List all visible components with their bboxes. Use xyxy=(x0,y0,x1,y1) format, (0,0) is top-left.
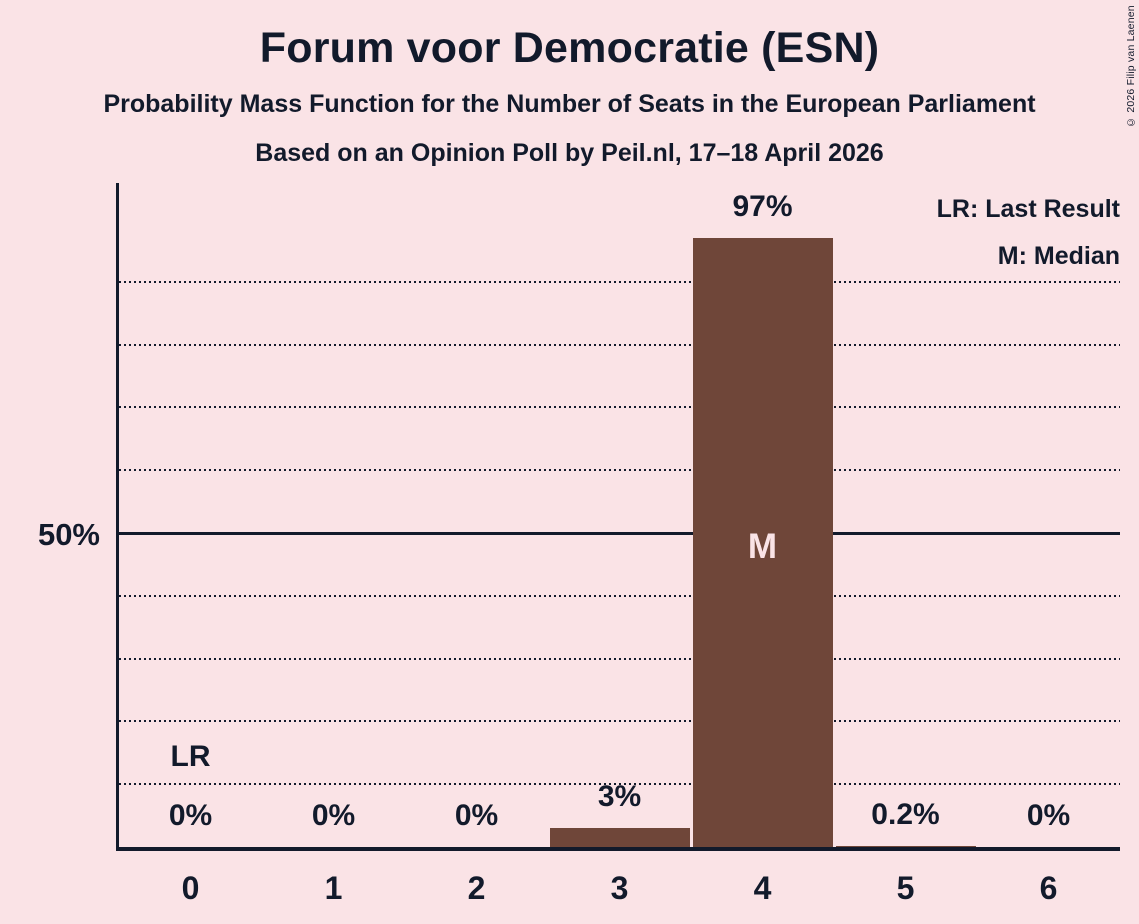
chart-legend: LR: Last Result M: Median xyxy=(720,186,1120,280)
gridline-30pct xyxy=(119,657,1120,660)
bar-value-label-seat-6: 0% xyxy=(1026,799,1071,832)
legend-last-result: LR: Last Result xyxy=(936,195,1120,223)
bar-seat-4 xyxy=(692,237,833,847)
x-axis-tick-2: 2 xyxy=(467,870,486,906)
x-axis-tick-4: 4 xyxy=(753,870,772,906)
bar-value-label-seat-1: 0% xyxy=(311,799,356,832)
x-axis-tick-0: 0 xyxy=(181,870,200,906)
bar-seat-5 xyxy=(835,845,976,847)
gridline-90pct xyxy=(119,280,1120,283)
y-axis-line xyxy=(116,183,119,851)
bar-seat-3 xyxy=(549,828,690,847)
legend-median: M: Median xyxy=(997,242,1120,270)
gridline-60pct xyxy=(119,469,1120,472)
gridline-80pct xyxy=(119,343,1120,346)
x-axis-line xyxy=(116,847,1120,851)
majority-line-50pct xyxy=(119,532,1120,535)
chart-title: Forum voor Democratie (ESN) xyxy=(259,24,880,72)
y-axis-tick-label: 50% xyxy=(37,517,100,552)
median-marker-label: M xyxy=(747,527,778,566)
last-result-marker-label: LR xyxy=(170,740,211,773)
x-axis-tick-3: 3 xyxy=(610,870,629,906)
chart-source-line: Based on an Opinion Poll by Peil.nl, 17–… xyxy=(255,139,884,167)
bar-value-label-seat-0: 0% xyxy=(168,799,213,832)
x-axis-tick-5: 5 xyxy=(896,870,915,906)
x-axis-tick-1: 1 xyxy=(324,870,343,906)
chart-subtitle: Probability Mass Function for the Number… xyxy=(103,90,1036,118)
x-axis-tick-6: 6 xyxy=(1039,870,1058,906)
bar-value-label-seat-4: 97% xyxy=(732,189,793,223)
gridline-40pct xyxy=(119,594,1120,597)
gridline-10pct xyxy=(119,783,1120,786)
copyright-notice: © 2026 Filip van Laenen xyxy=(1125,5,1137,128)
bar-value-label-seat-2: 0% xyxy=(454,799,499,832)
bar-value-label-seat-3: 3% xyxy=(597,780,642,814)
gridline-70pct xyxy=(119,406,1120,409)
gridline-20pct xyxy=(119,720,1120,723)
bar-value-label-seat-5: 0.2% xyxy=(871,797,940,831)
